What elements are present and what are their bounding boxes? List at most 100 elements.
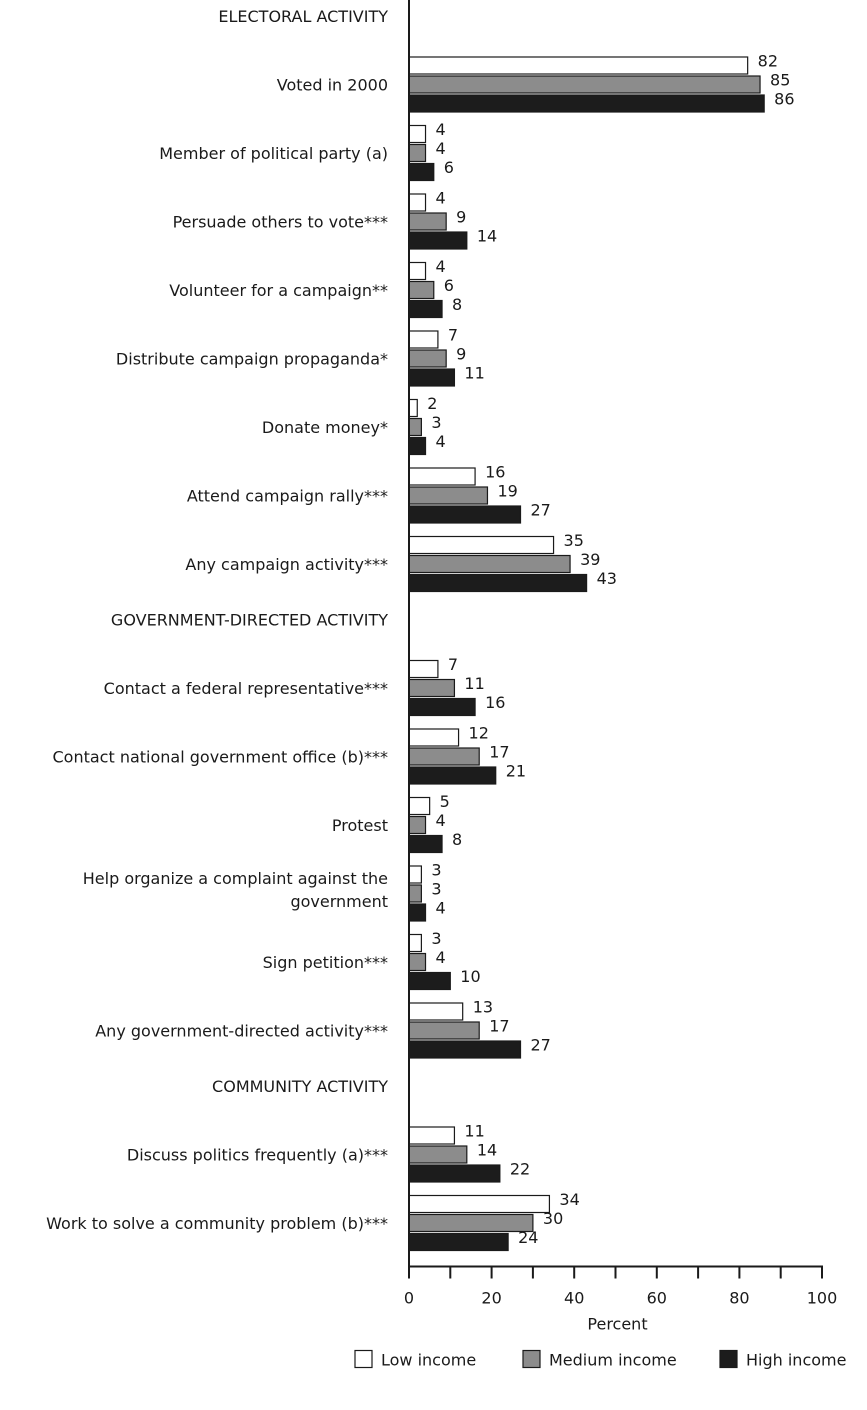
bar-value-label: 17 <box>489 743 509 762</box>
bar-high-income <box>408 1164 501 1183</box>
bar-low-income <box>408 1002 464 1021</box>
bar-value-label: 13 <box>473 998 493 1017</box>
bar-value-label: 12 <box>469 724 489 743</box>
bar-low-income <box>408 124 427 144</box>
legend-swatch-high-income <box>719 1349 738 1369</box>
bar-value-label: 4 <box>436 139 446 158</box>
bar-high-income <box>408 903 427 922</box>
x-tick-label: 40 <box>564 1289 584 1308</box>
bar-medium-income <box>408 554 571 574</box>
section-heading-government-directed-activity: GOVERNMENT-DIRECTED ACTIVITY <box>111 611 388 630</box>
bar-medium-income <box>408 417 422 437</box>
bar-medium-income <box>408 143 427 163</box>
bar-low-income <box>408 261 427 281</box>
bar-value-label: 4 <box>436 432 446 451</box>
category-label: Donate money* <box>262 418 388 437</box>
bar-value-label: 7 <box>448 326 458 345</box>
category-label: Discuss politics frequently (a)*** <box>127 1146 388 1165</box>
bar-low-income <box>408 467 476 486</box>
bar-group: Protest 548 <box>332 792 462 854</box>
bar-value-label: 11 <box>464 674 484 693</box>
bar-value-label: 3 <box>431 413 441 432</box>
bar-high-income <box>408 1040 522 1059</box>
bar-high-income <box>408 436 427 456</box>
bar-value-label: 3 <box>431 880 441 899</box>
x-axis-ticks: 0 20 40 60 80 100 <box>404 1266 837 1308</box>
legend-label-medium-income: Medium income <box>549 1351 677 1370</box>
bar-high-income <box>408 299 443 319</box>
category-label: Member of political party (a) <box>159 144 388 163</box>
bar-high-income <box>408 971 451 991</box>
category-label: Contact national government office (b)**… <box>52 748 388 767</box>
bar-value-label: 3 <box>431 929 441 948</box>
bar-medium-income <box>408 486 489 505</box>
bar-value-label: 27 <box>531 501 551 520</box>
bar-value-label: 82 <box>758 52 778 71</box>
bar-low-income <box>408 1126 456 1145</box>
bar-value-label: 19 <box>497 482 517 501</box>
bar-low-income <box>408 865 422 884</box>
bar-high-income <box>408 573 588 593</box>
bar-value-label: 30 <box>543 1209 563 1228</box>
category-label: Volunteer for a campaign** <box>169 281 388 300</box>
bar-value-label: 43 <box>597 569 617 588</box>
bar-group: Volunteer for a campaign** 468 <box>169 257 462 319</box>
bar-value-label: 3 <box>431 861 441 880</box>
bar-group: Contact national government office (b)**… <box>52 724 526 785</box>
legend-swatch-medium-income <box>522 1349 541 1369</box>
section-heading-electoral-activity: ELECTORAL ACTIVITY <box>218 7 388 26</box>
bar-value-label: 9 <box>456 208 466 227</box>
bar-value-label: 35 <box>564 531 584 550</box>
bar-high-income <box>408 1232 509 1252</box>
x-tick-label: 20 <box>481 1289 501 1308</box>
bar-medium-income <box>408 1213 534 1233</box>
bar-low-income <box>408 1194 551 1214</box>
bar-medium-income <box>408 212 447 231</box>
bar-low-income <box>408 535 555 555</box>
legend-label-high-income: High income <box>746 1351 846 1370</box>
bar-value-label: 11 <box>464 1122 484 1141</box>
bar-group: Persuade others to vote*** 49 14 <box>173 189 497 250</box>
bar-group: Member of political party (a)446 <box>159 120 454 182</box>
bar-value-label: 22 <box>510 1160 530 1179</box>
category-label: government <box>290 892 388 911</box>
bar-value-label: 85 <box>770 71 790 90</box>
bar-medium-income <box>408 1021 480 1040</box>
bar-value-label: 5 <box>440 792 450 811</box>
bar-high-income <box>408 162 435 182</box>
bar-group: Sign petition*** 34 10 <box>263 929 481 991</box>
bar-medium-income <box>408 75 761 94</box>
category-label: Distribute campaign propaganda* <box>116 350 388 369</box>
bar-value-label: 14 <box>477 1141 497 1160</box>
category-label: Work to solve a community problem (b)*** <box>46 1214 388 1233</box>
bar-low-income <box>408 193 427 212</box>
bar-low-income <box>408 933 422 953</box>
bar-high-income <box>408 231 468 250</box>
bar-high-income <box>408 697 476 717</box>
bar-value-label: 34 <box>559 1190 579 1209</box>
bar-low-income <box>408 659 439 679</box>
bar-value-label: 11 <box>464 364 484 383</box>
section-heading-community-activity: COMMUNITY ACTIVITY <box>212 1077 388 1096</box>
x-tick-label: 60 <box>647 1289 667 1308</box>
bar-value-label: 10 <box>460 967 480 986</box>
category-label: Protest <box>332 816 388 835</box>
category-label: Contact a federal representative*** <box>104 679 388 698</box>
bar-value-label: 4 <box>436 948 446 967</box>
bar-value-label: 21 <box>506 762 526 781</box>
bar-low-income <box>408 330 439 349</box>
category-label: Help organize a complaint against the <box>83 869 388 888</box>
bar-high-income <box>408 368 456 387</box>
bar-value-label: 4 <box>436 189 446 208</box>
bar-high-income <box>408 94 765 113</box>
bar-low-income <box>408 728 460 747</box>
bar-high-income <box>408 505 522 524</box>
bar-group: Donate money* 234 <box>262 394 446 456</box>
bar-medium-income <box>408 952 427 972</box>
x-tick-label: 80 <box>729 1289 749 1308</box>
x-tick-label: 0 <box>404 1289 414 1308</box>
